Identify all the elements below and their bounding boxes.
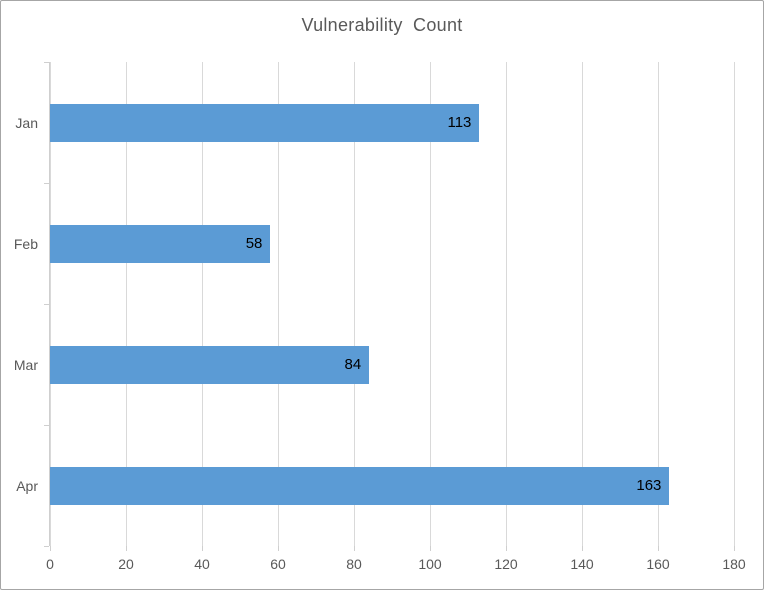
x-axis-tick-label: 60 (270, 556, 286, 572)
y-axis-tick (44, 424, 49, 426)
gridline (125, 62, 127, 546)
gridline (505, 62, 507, 546)
x-axis-tick-label: 120 (494, 556, 518, 572)
x-axis-tick (429, 546, 431, 551)
x-axis-tick-label: 0 (46, 556, 54, 572)
gridline (277, 62, 279, 546)
x-axis-tick (353, 546, 355, 551)
x-axis-tick (657, 546, 659, 551)
category-label-mar: Mar (13, 356, 38, 373)
gridline (201, 62, 203, 546)
bar-feb: 58 (50, 224, 271, 263)
category-axis-line (49, 62, 50, 546)
gridline (49, 62, 51, 546)
y-axis-tick (44, 182, 49, 184)
y-axis-tick (44, 303, 49, 305)
bar-jan: 113 (50, 103, 480, 142)
y-axis-tick (44, 545, 49, 547)
chart-title: Vulnerability Count (301, 15, 463, 35)
gridline (353, 62, 355, 546)
bar-value-label: 113 (447, 114, 472, 131)
gridline (733, 62, 735, 546)
x-axis-tick (125, 546, 127, 551)
bar-mar: 84 (50, 345, 370, 384)
category-label-apr: Apr (16, 477, 38, 494)
x-axis-tick (49, 546, 51, 551)
y-axis-tick (44, 61, 49, 63)
category-label-feb: Feb (13, 235, 38, 252)
category-label-jan: Jan (15, 114, 38, 131)
x-axis-tick (733, 546, 735, 551)
x-axis-tick-label: 100 (418, 556, 442, 572)
gridline (581, 62, 583, 546)
x-axis-tick-label: 80 (346, 556, 362, 572)
x-axis-tick-label: 40 (194, 556, 210, 572)
x-axis-tick (505, 546, 507, 551)
x-axis-tick (581, 546, 583, 551)
gridline (429, 62, 431, 546)
x-axis-tick-label: 160 (646, 556, 670, 572)
bar-value-label: 163 (636, 477, 662, 494)
x-axis-tick (201, 546, 203, 551)
x-axis-tick-label: 20 (118, 556, 134, 572)
x-axis-tick-label: 180 (722, 556, 746, 572)
bar-apr: 163 (50, 466, 670, 505)
bar-value-label: 58 (245, 235, 263, 252)
gridline (657, 62, 659, 546)
bar-value-label: 84 (344, 356, 362, 373)
x-axis-tick (277, 546, 279, 551)
x-axis-tick-label: 140 (570, 556, 594, 572)
